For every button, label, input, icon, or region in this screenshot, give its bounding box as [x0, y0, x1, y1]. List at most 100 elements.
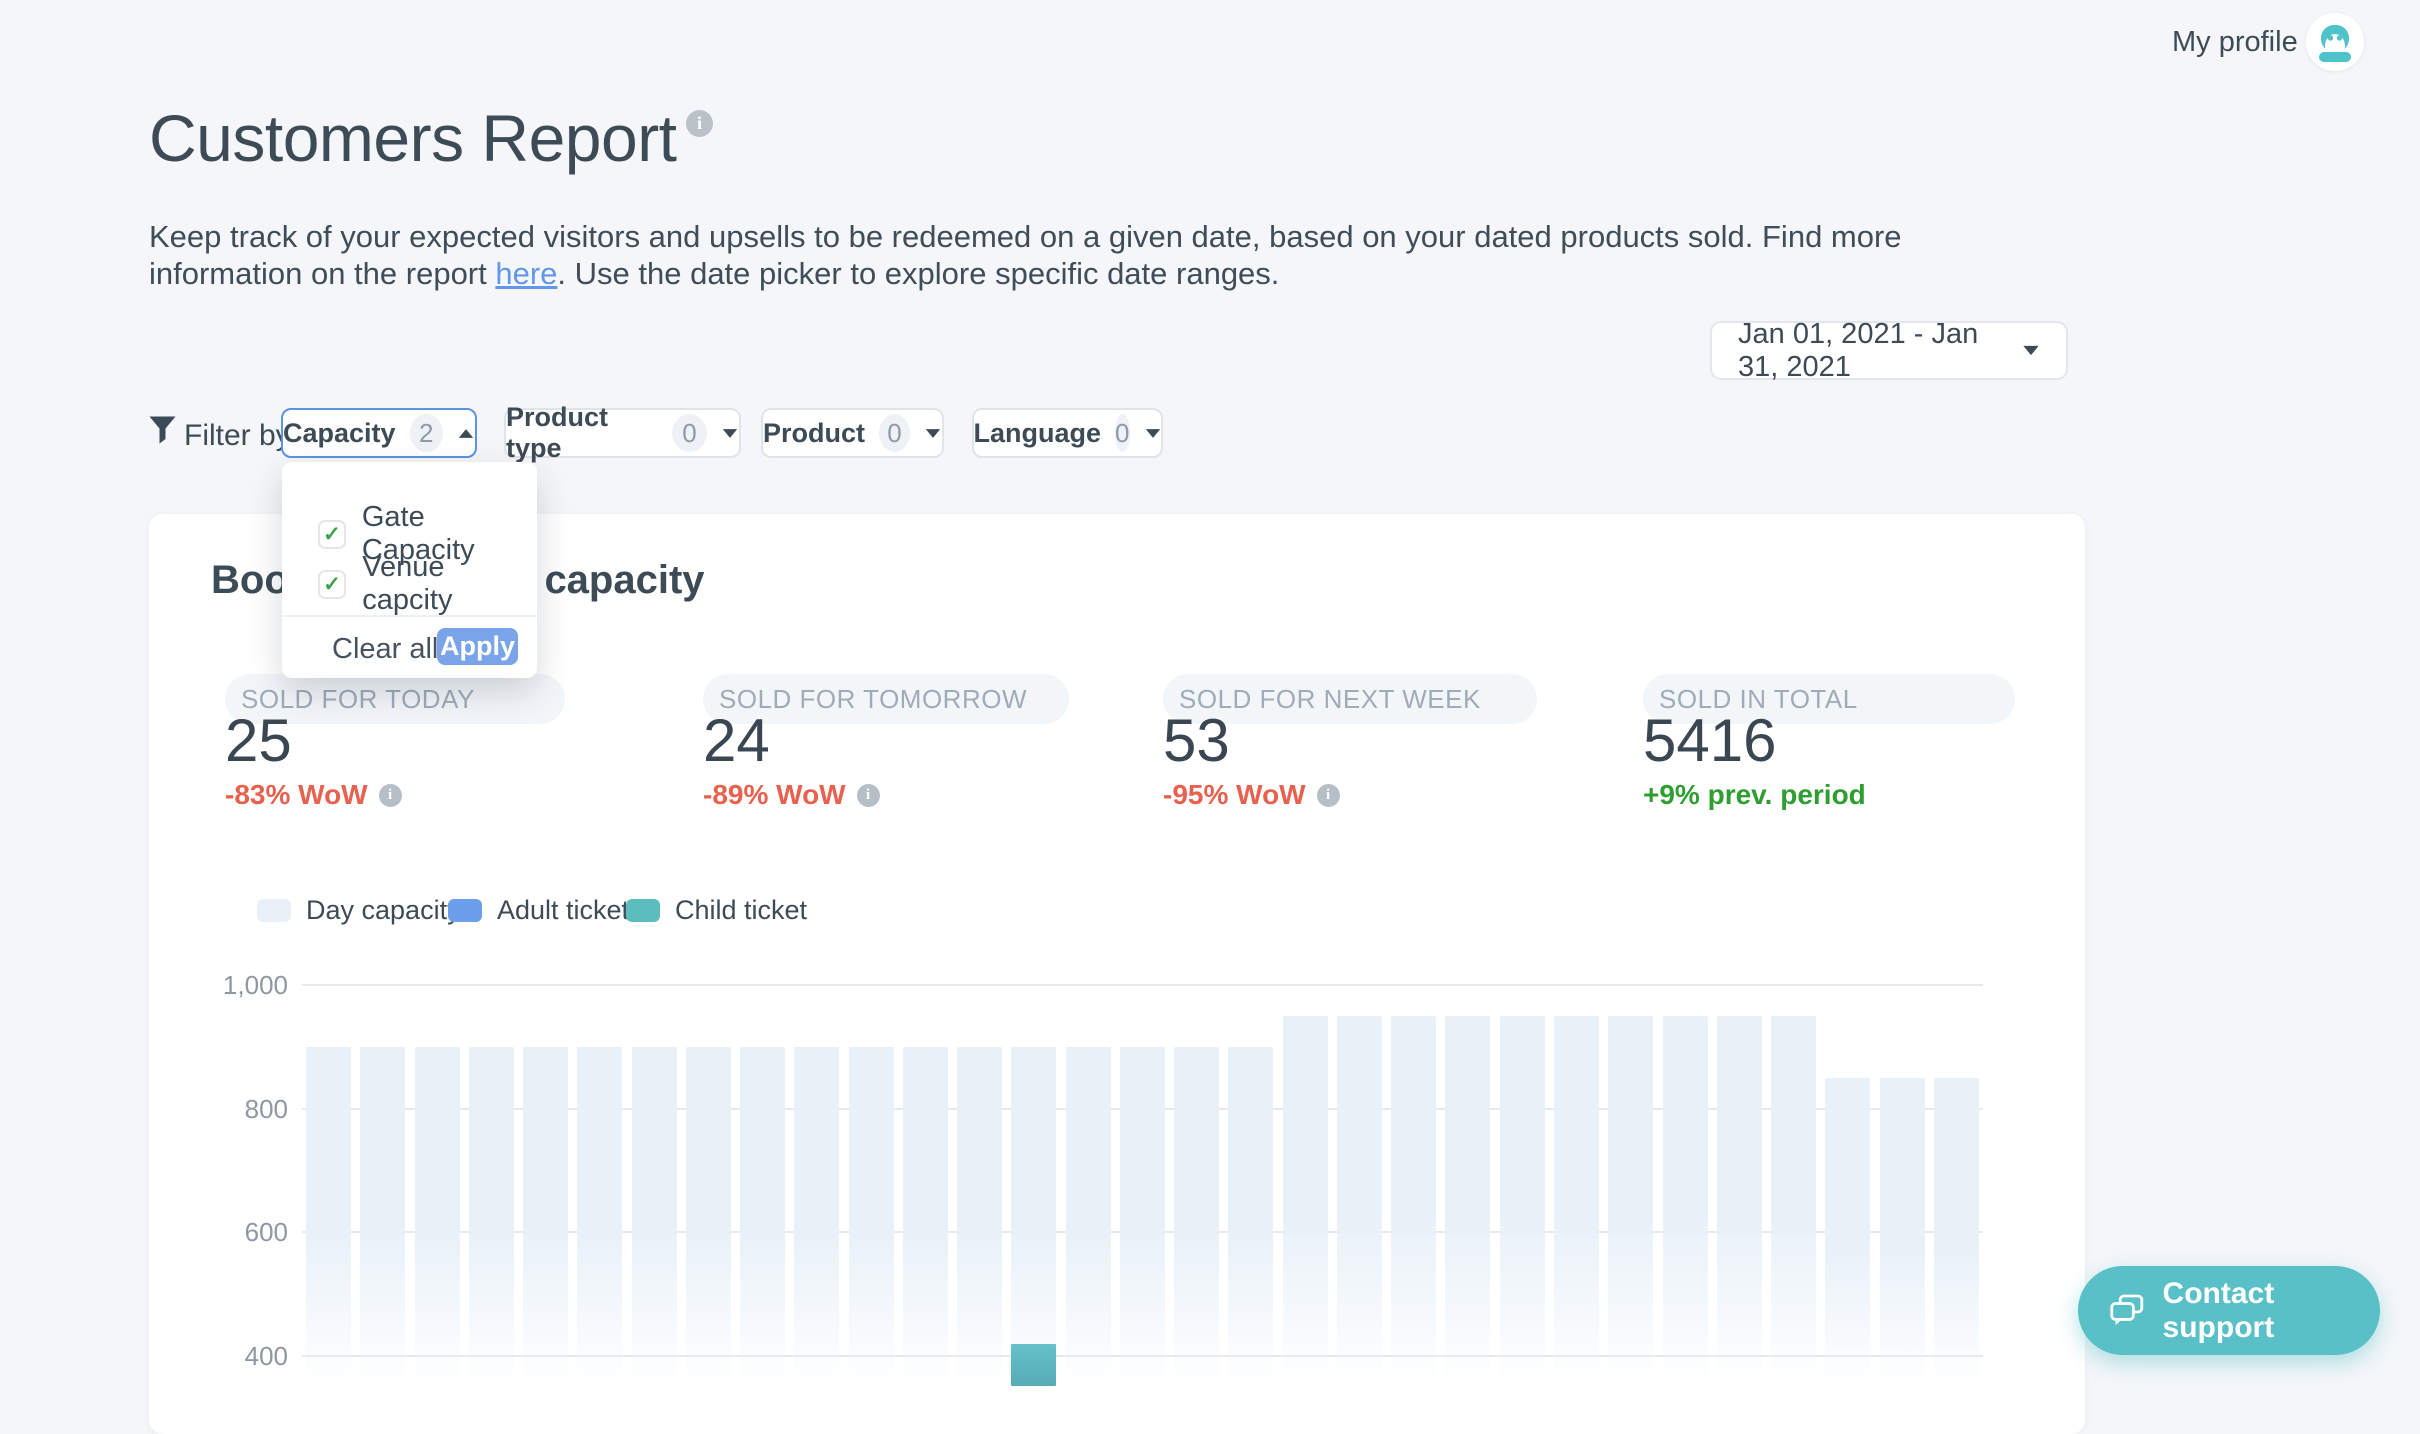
- legend-item-child-ticket: Child ticket: [626, 895, 807, 926]
- description-line2-post: . Use the date picker to explore specifi…: [557, 256, 1280, 291]
- stat-delta: -83% WoW i: [225, 779, 402, 811]
- date-range-value: Jan 01, 2021 - Jan 31, 2021: [1738, 317, 1979, 383]
- dropdown-option-gate-capacity[interactable]: ✓ Gate Capacity: [318, 501, 537, 567]
- stat-label-sold-for-tomorrow: SOLD FOR TOMORROW: [703, 674, 1069, 724]
- ytick-label: 800: [244, 1093, 288, 1124]
- capacity-bar-day-14[interactable]: [1011, 1046, 1057, 1386]
- stat-delta: -89% WoW i: [703, 779, 880, 811]
- capacity-bar-day-19[interactable]: [1282, 1015, 1328, 1386]
- dropdown-divider: [282, 615, 537, 617]
- capacity-bar-day-13[interactable]: [957, 1046, 1003, 1386]
- filter-count-badge: 0: [672, 414, 707, 452]
- capacity-bar-day-1[interactable]: [306, 1046, 351, 1386]
- ytick-label: 600: [244, 1217, 288, 1248]
- info-icon[interactable]: i: [856, 783, 880, 807]
- stat-delta-text: -83% WoW: [225, 779, 368, 810]
- legend-label: Adult ticket: [497, 895, 630, 925]
- info-icon[interactable]: i: [378, 783, 402, 807]
- capacity-bar-day-8[interactable]: [685, 1046, 731, 1386]
- chevron-down-icon: [1145, 428, 1160, 438]
- here-link[interactable]: here: [495, 256, 558, 291]
- description-line1: Keep track of your expected visitors and…: [149, 219, 1902, 254]
- info-icon[interactable]: i: [686, 110, 713, 137]
- filter-count-badge: 0: [879, 414, 910, 452]
- filter-count-badge: 2: [409, 414, 443, 452]
- capacity-dropdown-panel: ✓ Gate Capacity ✓ Venue capcity Clear all A…: [282, 462, 537, 678]
- option-label: Venue capcity: [362, 551, 453, 616]
- chevron-up-icon: [458, 428, 474, 438]
- description-line2-pre: information on the report: [149, 256, 496, 291]
- capacity-bar-day-31[interactable]: [1933, 1077, 1979, 1386]
- chevron-down-icon: [722, 428, 738, 438]
- capacity-bar-day-24[interactable]: [1553, 1015, 1599, 1386]
- apply-button[interactable]: Apply: [437, 628, 518, 665]
- legend-label: Day capacity: [306, 895, 461, 925]
- filter-count-badge: 0: [1115, 414, 1130, 452]
- info-icon[interactable]: i: [1316, 783, 1340, 807]
- capacity-bar-day-18[interactable]: [1228, 1046, 1274, 1386]
- capacity-bar-day-28[interactable]: [1771, 1015, 1817, 1386]
- capacity-bar-day-25[interactable]: [1608, 1015, 1654, 1386]
- capacity-bar-day-9[interactable]: [740, 1046, 786, 1386]
- legend-swatch: [448, 899, 482, 922]
- capacity-bar-day-29[interactable]: [1825, 1077, 1871, 1386]
- capacity-bar-day-3[interactable]: [414, 1046, 460, 1386]
- clear-all-button[interactable]: Clear all: [332, 633, 439, 665]
- option-label: Gate Capacity: [361, 501, 475, 566]
- filter-capacity[interactable]: Capacity 2: [281, 408, 477, 458]
- stat-delta-text: +9% prev. period: [1643, 779, 1866, 810]
- page-description: Keep track of your expected visitors and…: [149, 218, 1969, 292]
- stat-value: 24: [703, 707, 770, 774]
- capacity-bar-day-27[interactable]: [1716, 1015, 1762, 1386]
- stat-value: 5416: [1643, 707, 1777, 774]
- legend-item-adult-ticket: Adult ticket: [448, 895, 629, 926]
- filter-funnel-icon: [149, 416, 176, 444]
- ytick-label: 400: [244, 1341, 288, 1372]
- stat-delta: -95% WoW i: [1163, 779, 1340, 811]
- dropdown-option-venue-capcity[interactable]: ✓ Venue capcity: [318, 551, 537, 617]
- gridline-1000: [302, 984, 1983, 986]
- child-ticket-bar-day-14[interactable]: [1011, 1343, 1057, 1386]
- filter-by-label: Filter by: [184, 419, 291, 452]
- stat-label-sold-for-next-week: SOLD FOR NEXT WEEK: [1163, 674, 1537, 724]
- profile-label: My profile: [2172, 26, 2298, 58]
- stat-delta-text: -89% WoW: [703, 779, 846, 810]
- capacity-bar-day-16[interactable]: [1119, 1046, 1165, 1386]
- capacity-bar-day-15[interactable]: [1065, 1046, 1111, 1386]
- checkbox-checked[interactable]: ✓: [318, 519, 346, 549]
- filter-product[interactable]: Product 0: [761, 408, 944, 458]
- capacity-bar-day-20[interactable]: [1336, 1015, 1382, 1386]
- capacity-bar-day-2[interactable]: [360, 1046, 406, 1386]
- filter-language[interactable]: Language 0: [972, 408, 1163, 458]
- filter-product-type[interactable]: Product type 0: [504, 402, 741, 463]
- capacity-bar-day-23[interactable]: [1499, 1015, 1545, 1386]
- capacity-bar-day-5[interactable]: [523, 1046, 569, 1386]
- capacity-bar-day-22[interactable]: [1445, 1015, 1491, 1386]
- capacity-bar-day-4[interactable]: [468, 1046, 514, 1386]
- capacity-bar-day-17[interactable]: [1174, 1046, 1220, 1386]
- capacity-bar-day-7[interactable]: [631, 1046, 677, 1386]
- checkbox-checked[interactable]: ✓: [318, 569, 347, 599]
- chat-bubbles-icon: [2110, 1294, 2144, 1325]
- legend-swatch: [626, 899, 660, 922]
- capacity-bar-day-26[interactable]: [1662, 1015, 1708, 1386]
- stat-value: 25: [225, 707, 292, 774]
- stat-delta-text: -95% WoW: [1163, 779, 1306, 810]
- ytick-label: 1,000: [222, 970, 288, 1000]
- capacity-bar-day-21[interactable]: [1391, 1015, 1437, 1386]
- capacity-bar-day-30[interactable]: [1879, 1077, 1925, 1386]
- capacity-bar-day-10[interactable]: [794, 1046, 840, 1386]
- avatar-face-icon: [2306, 13, 2364, 71]
- contact-support-button[interactable]: Contact support: [2078, 1266, 2380, 1355]
- stat-label-sold-for-today: SOLD FOR TODAY: [225, 674, 565, 724]
- capacity-bar-day-6[interactable]: [577, 1046, 623, 1386]
- avatar[interactable]: [2306, 13, 2364, 71]
- capacity-bar-day-12[interactable]: [902, 1046, 948, 1386]
- stat-value: 53: [1163, 707, 1230, 774]
- filter-label: Language: [973, 417, 1102, 448]
- legend-label: Child ticket: [675, 895, 808, 925]
- date-range-picker[interactable]: Jan 01, 2021 - Jan 31, 2021: [1710, 318, 2068, 383]
- chevron-down-icon: [2023, 345, 2039, 356]
- filter-label: Capacity: [283, 417, 396, 448]
- capacity-bar-day-11[interactable]: [848, 1046, 894, 1386]
